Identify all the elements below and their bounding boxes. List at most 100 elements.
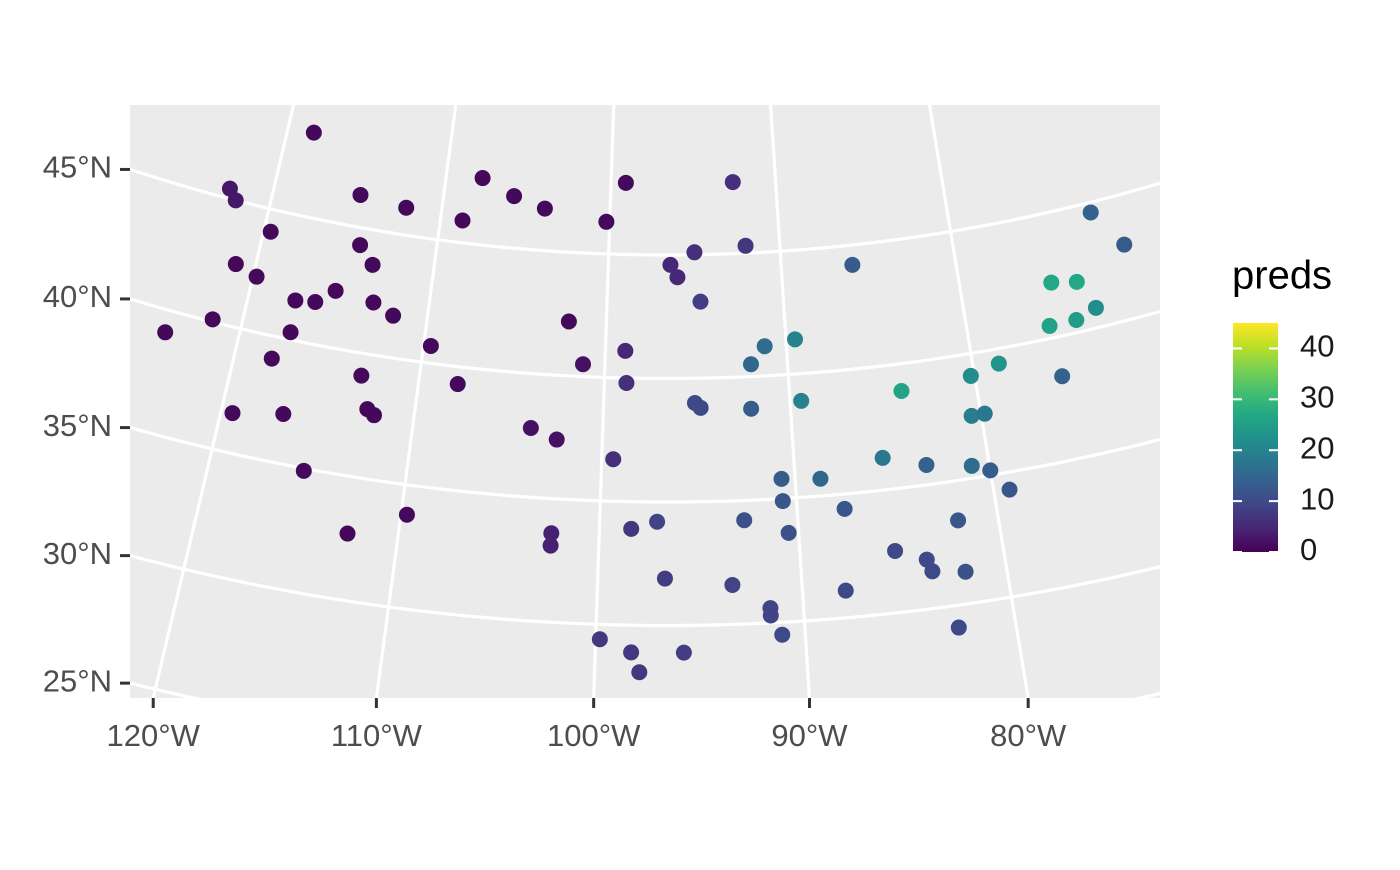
point: [422, 337, 439, 354]
point: [352, 237, 369, 254]
point: [224, 405, 241, 422]
point: [1082, 204, 1099, 221]
point: [1116, 236, 1133, 253]
point: [836, 500, 853, 517]
point: [950, 512, 967, 529]
point: [623, 644, 640, 661]
point: [1041, 317, 1058, 334]
point: [893, 382, 910, 399]
point: [295, 462, 312, 479]
y-tick-label: 30°N: [43, 536, 112, 571]
point: [887, 542, 904, 559]
point: [305, 124, 322, 141]
point: [327, 282, 344, 299]
y-tick-label: 45°N: [43, 150, 112, 185]
point: [617, 174, 634, 191]
y-tick-label: 40°N: [43, 279, 112, 314]
point: [962, 367, 979, 384]
point: [449, 376, 466, 393]
grid-line: [374, 105, 458, 698]
point: [542, 537, 559, 554]
point: [963, 457, 980, 474]
point: [548, 431, 565, 448]
colorbar: [1233, 323, 1278, 552]
x-tick-label: 90°W: [771, 718, 848, 753]
colorbar-label: 40: [1300, 329, 1334, 364]
colorbar-label: 30: [1300, 380, 1334, 415]
point: [780, 524, 797, 541]
point: [1054, 368, 1071, 385]
point: [963, 407, 980, 424]
point: [352, 186, 369, 203]
point: [976, 405, 993, 422]
point: [598, 213, 615, 230]
legend-title: preds: [1232, 254, 1332, 298]
point: [724, 174, 741, 191]
point: [287, 292, 304, 309]
point: [623, 520, 640, 537]
point: [307, 293, 324, 310]
point: [957, 563, 974, 580]
point: [762, 607, 779, 624]
point: [204, 311, 221, 328]
point: [353, 367, 370, 384]
point: [742, 356, 759, 373]
point: [157, 324, 174, 341]
point: [605, 451, 622, 468]
grid-line: [130, 167, 1160, 257]
point: [774, 493, 791, 510]
axes: 120°W 110°W 100°W 90°W 80°W 25°N 30°N 35°N 40°N 4…: [43, 150, 1067, 754]
point: [918, 456, 935, 473]
point: [724, 576, 741, 593]
point: [950, 619, 967, 636]
point: [743, 400, 760, 417]
point: [227, 256, 244, 273]
point: [844, 256, 861, 273]
point: [474, 170, 491, 187]
point: [364, 256, 381, 273]
point: [982, 462, 999, 479]
point: [365, 294, 382, 311]
point: [506, 188, 523, 205]
point: [398, 506, 415, 523]
point: [454, 212, 471, 229]
point: [793, 392, 810, 409]
point: [692, 399, 709, 416]
point: [275, 405, 292, 422]
grid-line: [130, 425, 1160, 504]
point: [837, 582, 854, 599]
point: [692, 293, 709, 310]
point: [737, 237, 754, 254]
grid-line: [151, 105, 296, 698]
point: [812, 470, 829, 487]
point: [631, 664, 648, 681]
y-tick-label: 25°N: [43, 663, 112, 698]
point: [543, 525, 560, 542]
colorbar-label: 20: [1300, 430, 1334, 465]
x-tick-label: 110°W: [331, 718, 423, 753]
point: [773, 470, 790, 487]
grid-line: [130, 681, 1160, 698]
point: [874, 449, 891, 466]
point: [774, 626, 791, 643]
point: [669, 269, 686, 286]
colorbar-label: 10: [1300, 481, 1334, 516]
point: [575, 356, 592, 373]
point: [227, 192, 244, 209]
grid-line: [130, 553, 1160, 628]
point: [990, 355, 1007, 372]
point: [1087, 299, 1104, 316]
point: [263, 350, 280, 367]
point: [398, 199, 415, 216]
x-tick-label: 80°W: [990, 718, 1067, 753]
panel-background: [130, 105, 1160, 698]
point: [736, 512, 753, 529]
point: [366, 407, 383, 424]
x-tick-label: 120°W: [107, 718, 201, 753]
point: [617, 342, 634, 359]
point: [1001, 481, 1018, 498]
point: [1068, 273, 1085, 290]
point: [339, 525, 356, 542]
